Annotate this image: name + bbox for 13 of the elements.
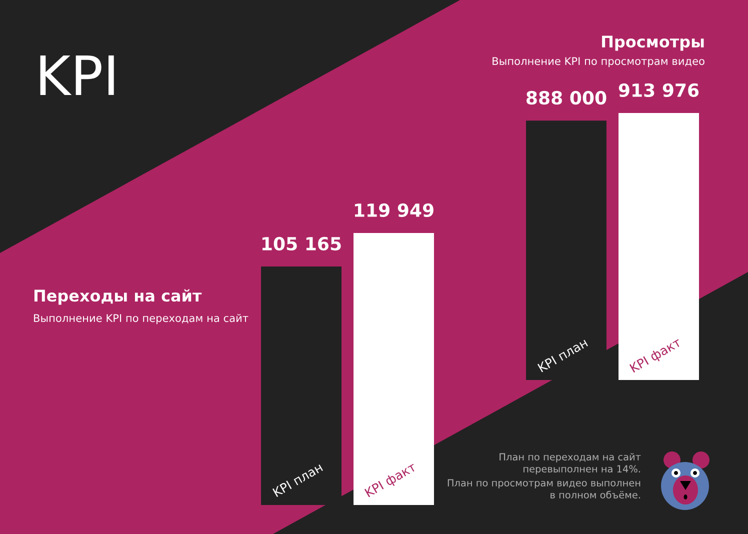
text: Выполнение KPI по переходам на сайт bbox=[34, 314, 248, 324]
data-label: 913 976 bbox=[618, 83, 699, 97]
chart-title: Просмотры bbox=[602, 36, 704, 51]
text: Переходы на сайт bbox=[34, 289, 202, 305]
x-tick-label: KPI план bbox=[272, 462, 324, 498]
text: План по просмотрам видео выполнен в полном объёме. bbox=[448, 479, 640, 499]
x-tick-label: KPI план bbox=[537, 338, 588, 372]
text: KPI bbox=[40, 55, 114, 95]
data-label: 888 000 bbox=[526, 90, 606, 105]
text: План по переходам на сайт перевыполнен на 14%. bbox=[500, 453, 641, 474]
data-label: 105 165 bbox=[262, 236, 341, 251]
data-label: 119 949 bbox=[354, 203, 434, 217]
chart-subtitle: Выполнение KPI по просмотрам видео bbox=[492, 57, 704, 68]
